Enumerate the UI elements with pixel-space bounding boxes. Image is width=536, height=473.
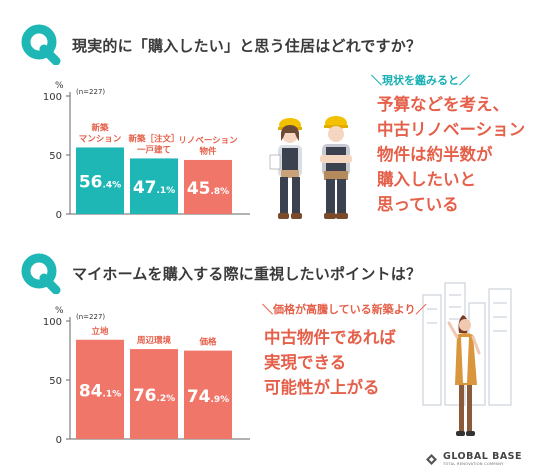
- y-tick-label: 0: [56, 210, 62, 221]
- bar: [130, 158, 178, 214]
- value-label: 74.9%: [187, 387, 229, 407]
- note-line: 思っている: [377, 195, 459, 214]
- question-title-2: マイホームを購入する際に重視したいポイントは？: [72, 265, 422, 283]
- bar: [76, 147, 124, 214]
- value-label: 47.1%: [133, 178, 175, 198]
- note-line: 物件は約半数が: [377, 145, 493, 164]
- category-label: 物件: [199, 146, 217, 157]
- bar: [130, 349, 178, 439]
- value-decimal: .9%: [210, 395, 229, 405]
- y-axis-unit: %: [55, 306, 64, 316]
- value-integer: 56: [79, 173, 103, 193]
- y-tick-label: 50: [49, 151, 62, 162]
- note-header-1: ＼現状を鑑みると／: [371, 74, 470, 87]
- category-label: 新築［注文］: [128, 133, 179, 144]
- category-label: 一戸建て: [137, 144, 171, 155]
- value-decimal: .8%: [210, 187, 229, 197]
- note-line: 可能性が上がる: [264, 378, 380, 397]
- note-text-1: 予算などを考え、 中古リノベーション 物件は約半数が 購入したいと 思っている: [377, 92, 525, 217]
- note-line: 中古物件であれば: [264, 328, 396, 347]
- value-label: 56.4%: [79, 173, 121, 193]
- y-tick-label: 100: [43, 317, 62, 328]
- logo-name: GLOBAL BASE: [443, 451, 522, 462]
- y-tick-label: 0: [56, 435, 62, 446]
- category-label: 新築: [91, 122, 109, 133]
- value-label: 45.8%: [187, 179, 229, 199]
- value-decimal: .1%: [156, 186, 175, 196]
- value-label: 84.1%: [79, 381, 121, 401]
- note-header-2: ＼価格が高騰している新築より／: [262, 303, 427, 316]
- note-line: 中古リノベーション: [377, 120, 526, 139]
- value-integer: 47: [133, 178, 157, 198]
- note-text-2: 中古物件であれば 実現できる 可能性が上がる: [264, 325, 396, 400]
- q-icon: [21, 253, 61, 294]
- value-integer: 84: [79, 381, 103, 401]
- bar: [184, 350, 232, 439]
- value-label: 76.2%: [133, 386, 175, 406]
- logo-icon: [426, 453, 438, 465]
- note-line: 実現できる: [264, 353, 347, 372]
- category-label: 価格: [198, 337, 217, 348]
- value-integer: 74: [187, 387, 211, 407]
- y-tick-label: 50: [49, 376, 62, 387]
- logo-tagline: TOTAL RENOVATION COMPANY: [443, 461, 504, 466]
- category-label: 周辺環境: [137, 335, 172, 346]
- note-line: 予算などを考え、: [377, 95, 509, 114]
- q-icon: [21, 24, 61, 65]
- chart-2: % 0 50 100 (n=227) 立地 84.1% 周辺環境 76.2% 価格 74.9%: [43, 306, 250, 446]
- construction-workers-illustration: [269, 116, 352, 219]
- sample-size-label: (n=227): [76, 313, 105, 321]
- note-line: 購入したいと: [377, 170, 476, 189]
- city-woman-illustration: [422, 282, 512, 436]
- value-decimal: .1%: [102, 389, 121, 399]
- y-tick-label: 100: [43, 92, 62, 103]
- bar: [184, 159, 232, 214]
- category-label: 立地: [91, 326, 109, 337]
- value-integer: 45: [187, 179, 211, 199]
- value-integer: 76: [133, 386, 157, 406]
- brand-logo: GLOBAL BASE TOTAL RENOVATION COMPANY: [425, 452, 522, 466]
- y-axis-unit: %: [55, 81, 64, 91]
- category-label: マンション: [79, 134, 122, 144]
- value-decimal: .4%: [102, 181, 121, 191]
- category-label: リノベーション: [178, 136, 238, 146]
- question-title-1: 現実的に「購入したい」と思う住居はどれですか？: [72, 37, 422, 55]
- sample-size-label: (n=227): [76, 88, 105, 96]
- bar: [76, 339, 124, 439]
- value-decimal: .2%: [156, 394, 175, 404]
